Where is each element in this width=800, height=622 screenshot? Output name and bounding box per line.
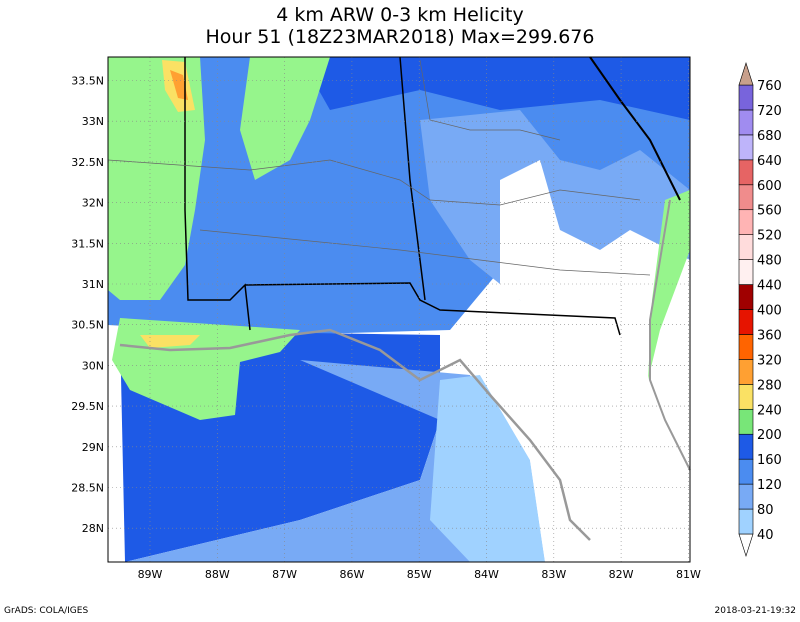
field-dark-blue-north: [300, 57, 690, 120]
field-green-atlantic: [648, 190, 690, 380]
lat-label: 32N: [82, 197, 104, 210]
colorbar-triangle-high: [738, 62, 754, 86]
lon-label: 84W: [474, 568, 499, 581]
lon-label: 87W: [272, 568, 297, 581]
lat-label: 32.5N: [71, 156, 104, 169]
colorbar-box: [738, 334, 754, 360]
colorbar-box: [738, 84, 754, 111]
colorbar-box: [738, 408, 754, 435]
state-border-ms-al: [184, 57, 251, 331]
footer-right: 2018-03-21-19:32: [715, 606, 797, 616]
colorbar-label: 280: [757, 378, 782, 393]
colorbar: 40 80 120 160 200 240 280 320 360 400 440 480 520 560…: [738, 62, 782, 557]
colorbar-label: 200: [757, 428, 782, 443]
field-ocean-light: [430, 375, 545, 562]
colorbar-label: 320: [757, 353, 782, 368]
colorbar-box: [738, 359, 754, 385]
colorbar-box: [738, 508, 754, 535]
footer-left: GrADS: COLA/IGES: [4, 606, 88, 616]
field-yellow-coast: [140, 335, 200, 348]
colorbar-box: [738, 458, 754, 485]
field-green-north: [240, 57, 330, 180]
colorbar-box: [738, 483, 754, 510]
lat-label: 28.5N: [71, 482, 104, 495]
axis-labels: 33.5N 33N 32.5N 32N 31.5N 31N 30.5N 30N 29.5N 29N…: [71, 75, 701, 582]
colorbar-label: 440: [757, 279, 782, 294]
colorbar-label: 560: [757, 204, 782, 219]
field-orange: [170, 70, 188, 100]
colorbar-label: 520: [757, 229, 782, 244]
colorbar-label: 680: [757, 129, 782, 144]
colorbar-label: 640: [757, 154, 782, 169]
colorbar-triangle-low: [738, 533, 754, 557]
map-frame: [107, 56, 691, 563]
county-lines: [419, 59, 561, 141]
lat-label: 29N: [82, 441, 104, 454]
lat-label: 33.5N: [71, 75, 104, 88]
map-grid: [108, 57, 690, 562]
colorbar-label: 600: [757, 179, 782, 194]
lat-label: 28N: [82, 522, 104, 535]
colorbar-box: [738, 384, 754, 410]
lon-label: 86W: [339, 568, 364, 581]
colorbar-box: [738, 309, 754, 335]
state-border-fl: [244, 282, 621, 336]
lon-label: 83W: [541, 568, 566, 581]
lon-label: 85W: [407, 568, 432, 581]
colorbar-box: [738, 259, 754, 285]
title-line-2: Hour 51 (18Z23MAR2018) Max=299.676: [206, 26, 595, 48]
title-line-1: 4 km ARW 0-3 km Helicity: [276, 4, 524, 26]
field-green-west: [108, 57, 205, 300]
colorbar-label: 120: [757, 478, 782, 493]
state-border-al-ga: [399, 56, 426, 301]
colorbar-box: [738, 433, 754, 460]
colorbar-label: 760: [757, 79, 782, 94]
lat-label: 30.5N: [71, 319, 104, 332]
field-white-north: [500, 160, 690, 320]
colorbar-box: [738, 209, 754, 235]
colorbar-label: 480: [757, 254, 782, 269]
colorbar-label: 160: [757, 453, 782, 468]
lon-label: 81W: [676, 568, 701, 581]
colorbar-box: [738, 234, 754, 260]
lat-label: 31N: [82, 278, 104, 291]
lon-label: 82W: [609, 568, 634, 581]
state-border-ga-sc: [589, 56, 681, 201]
colorbar-label: 360: [757, 328, 782, 343]
colorbar-label: 40: [757, 528, 774, 543]
colorbar-label: 240: [757, 403, 782, 418]
lat-label: 33N: [82, 115, 104, 128]
colorbar-box: [738, 109, 754, 136]
map: [107, 56, 691, 563]
coastline: [119, 328, 591, 541]
lat-label: 30N: [82, 359, 104, 372]
coastline-east: [649, 199, 691, 471]
colorbar-box: [738, 284, 754, 310]
colorbar-box: [738, 184, 754, 211]
lat-label: 31.5N: [71, 237, 104, 250]
colorbar-label: 80: [757, 503, 774, 518]
colorbar-box: [738, 134, 754, 161]
colorbar-box: [738, 159, 754, 186]
lat-label: 29.5N: [71, 400, 104, 413]
lon-label: 89W: [138, 568, 163, 581]
colorbar-label: 720: [757, 104, 782, 119]
county-lines: [107, 159, 641, 206]
lon-label: 88W: [205, 568, 230, 581]
colorbar-label: 400: [757, 304, 782, 319]
county-lines: [199, 229, 651, 276]
